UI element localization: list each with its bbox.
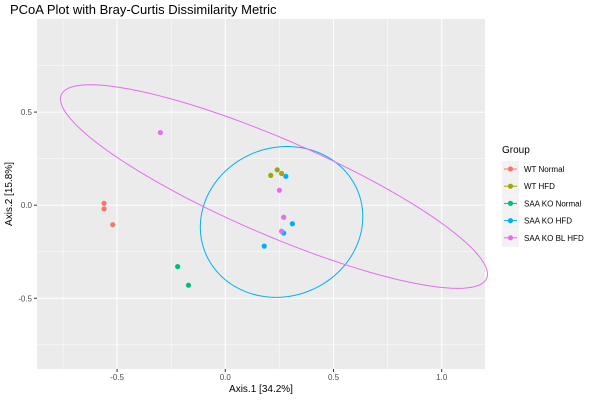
legend-key-saa-ko-hfd (502, 212, 519, 230)
y-tick-label: -0.5 (18, 294, 32, 303)
point-wt-hfd (274, 167, 280, 173)
legend-key-point (507, 183, 514, 189)
ellipse-saa-ko-hfd (199, 146, 364, 298)
plot-panel (37, 19, 485, 369)
point-saa-ko-bl-hfd (281, 214, 287, 220)
legend: Group WT Normal WT HFD SAA KO Normal SAA KO… (502, 145, 584, 247)
legend-key-point (507, 166, 514, 172)
legend-key-point (507, 218, 514, 224)
point-wt-normal (110, 222, 116, 228)
grid-major (37, 19, 485, 369)
legend-key-point (507, 200, 514, 206)
point-wt-normal (101, 200, 107, 206)
x-tick-label: 0.5 (328, 373, 340, 382)
point-saa-ko-hfd (283, 173, 289, 179)
point-wt-normal (101, 206, 107, 212)
legend-key-wt-hfd (502, 178, 519, 196)
grid-minor (37, 19, 485, 369)
point-saa-ko-hfd (289, 221, 295, 227)
chart-title: PCoA Plot with Bray-Curtis Dissimilarity… (10, 2, 277, 17)
legend-key-wt-normal (502, 161, 519, 178)
point-saa-ko-normal (185, 282, 192, 288)
y-axis-title: Axis.2 [15.8%] (4, 162, 15, 226)
legend-label-saa-ko-hfd: SAA KO HFD (524, 217, 572, 226)
ellipses (59, 84, 489, 298)
legend-title: Group (502, 145, 530, 156)
y-tick-label: 0.5 (21, 108, 33, 117)
y-tick-label: 0.0 (21, 201, 33, 210)
x-axis-title: Axis.1 [34.2%] (229, 384, 293, 395)
point-wt-hfd (278, 170, 285, 177)
x-tick-label: 0.0 (220, 373, 232, 382)
x-axis-ticks: -0.5 0.0 0.5 1.0 (110, 369, 448, 382)
legend-key-saa-ko-normal (502, 195, 519, 213)
data-points (101, 129, 295, 288)
x-tick-label: 1.0 (436, 373, 448, 382)
ellipse-saa-ko-bl-hfd (59, 84, 489, 289)
legend-label-saa-ko-normal: SAA KO Normal (524, 199, 582, 208)
point-saa-ko-bl-hfd (157, 129, 163, 136)
point-saa-ko-normal (175, 264, 181, 270)
point-saa-ko-bl-hfd (278, 228, 285, 234)
point-saa-ko-hfd (261, 243, 267, 249)
legend-label-wt-hfd: WT HFD (524, 182, 555, 191)
legend-label-saa-ko-bl-hfd: SAA KO BL HFD (524, 234, 584, 243)
point-wt-hfd (268, 172, 274, 178)
point-saa-ko-bl-hfd (276, 187, 282, 193)
y-axis-ticks: -0.5 0.0 0.5 (18, 108, 37, 303)
legend-key-point (507, 235, 514, 241)
x-tick-label: -0.5 (110, 373, 124, 382)
legend-key-saa-ko-bl-hfd (502, 229, 519, 247)
legend-label-wt-normal: WT Normal (524, 165, 565, 174)
